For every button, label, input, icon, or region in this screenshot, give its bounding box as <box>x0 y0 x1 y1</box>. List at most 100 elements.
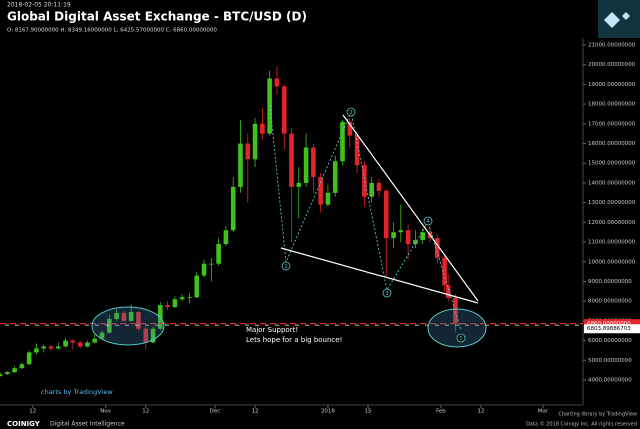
brand: COINIGY <box>7 420 41 428</box>
candle-body <box>85 342 90 347</box>
candle-body <box>4 372 10 375</box>
candle-body <box>77 342 83 347</box>
wave-marker <box>456 333 466 343</box>
candle-body <box>434 238 440 258</box>
candle-body <box>281 86 287 134</box>
candle-body <box>56 346 61 349</box>
support-zone <box>91 306 165 346</box>
candle-body <box>267 78 272 134</box>
candle-body <box>63 340 68 347</box>
annotation-line: Major Support! <box>246 326 298 334</box>
candle-body <box>136 312 141 329</box>
candle-body <box>340 121 345 162</box>
candle-body <box>260 123 265 134</box>
support-price-label: 6860.00000000 <box>587 321 631 327</box>
last-price-label: 6803.89886703 <box>587 326 631 332</box>
candle-body <box>391 232 396 239</box>
y-tick-label: 5000.00000000 <box>588 358 632 364</box>
y-tick-label: 9000.00000000 <box>588 279 632 285</box>
candle-body <box>12 368 17 373</box>
candle-body <box>92 338 98 343</box>
y-tick-label: 19000.00000000 <box>588 82 636 88</box>
candle-body <box>362 165 367 197</box>
y-tick-label: 14000.00000000 <box>588 180 636 186</box>
ohlc-header: O: 8167.90000000 H: 8349.16000000 L: 642… <box>7 28 217 34</box>
x-tick-label: Dec <box>210 409 221 415</box>
x-tick-label: 12 <box>252 409 259 415</box>
candle-body <box>296 182 302 187</box>
candle-body <box>150 328 156 343</box>
candle-body <box>99 332 105 339</box>
watermark: charts by TradingView <box>41 388 113 396</box>
x-tick-label: 12 <box>142 409 149 415</box>
y-tick-label: 11000.00000000 <box>588 240 636 246</box>
candle-body <box>107 318 112 333</box>
candle-body <box>420 232 425 241</box>
candle-body <box>216 244 221 264</box>
support-price-box <box>584 319 640 329</box>
candle-body <box>34 348 39 353</box>
candle-body <box>0 374 3 377</box>
x-tick-label: 12 <box>477 409 484 415</box>
candle-body <box>445 285 451 298</box>
y-tick-label: 15000.00000000 <box>588 161 636 167</box>
candle-body <box>318 177 323 205</box>
x-tick-label: 2018 <box>321 409 335 415</box>
y-tick-label: 8000.00000000 <box>588 299 632 305</box>
candle-body <box>194 275 200 298</box>
y-tick-label: 21000.00000000 <box>588 43 636 49</box>
y-tick-label: 13000.00000000 <box>588 200 636 206</box>
candle-body <box>19 364 25 369</box>
candle-body <box>354 135 360 166</box>
candle-body <box>201 263 207 276</box>
timestamp: 2018-02-05 20:11:19 <box>7 2 71 9</box>
y-tick-label: 18000.00000000 <box>588 102 636 108</box>
chart-title: Global Digital Asset Exchange - BTC/USD … <box>7 10 307 24</box>
candle-body <box>143 328 149 343</box>
candle-body <box>413 240 418 245</box>
candle-body <box>398 230 404 233</box>
candle-body <box>209 263 214 265</box>
upper-trendline <box>342 114 479 302</box>
candle-body <box>223 230 229 245</box>
candle-body <box>274 78 280 87</box>
candle-body <box>41 346 47 349</box>
wave-marker <box>346 107 356 117</box>
y-tick-label: 16000.00000000 <box>588 141 636 147</box>
candle-body <box>165 305 170 308</box>
last-price-box <box>584 324 640 334</box>
candle-body <box>369 182 374 197</box>
candle-body <box>442 257 447 286</box>
candle-body <box>245 143 251 160</box>
candle-body <box>238 143 243 187</box>
logo <box>598 0 640 38</box>
candle-body <box>347 121 353 136</box>
credit: Charting library by TradingView <box>558 412 637 418</box>
x-tick-label: 15 <box>365 409 372 415</box>
candle-body <box>179 297 185 300</box>
wave-label: 4 <box>426 219 430 225</box>
candle-body <box>252 123 258 160</box>
lower-trendline <box>280 247 479 304</box>
x-tick-label: Nov <box>100 409 111 415</box>
copyright: Data © 2018 Coinigy Inc. All rights rese… <box>526 421 637 428</box>
y-tick-label: 20000.00000000 <box>588 62 636 68</box>
candle-body <box>376 182 382 191</box>
wave-label: 1 <box>284 264 288 270</box>
wave-marker <box>281 261 291 271</box>
x-tick-label: Mar <box>538 409 549 415</box>
wave-marker <box>382 288 392 298</box>
candle-body <box>114 312 119 319</box>
y-tick-label: 10000.00000000 <box>588 259 636 265</box>
wave-marker <box>423 216 433 226</box>
candle-body <box>289 133 294 187</box>
wave-label: 2 <box>349 110 353 116</box>
candle-body <box>453 297 458 324</box>
candle-body <box>121 312 127 321</box>
y-tick-label: 4000.00000000 <box>588 377 632 383</box>
y-tick-label: 12000.00000000 <box>588 220 636 226</box>
candle-body <box>70 340 76 343</box>
candle-body <box>383 190 389 239</box>
